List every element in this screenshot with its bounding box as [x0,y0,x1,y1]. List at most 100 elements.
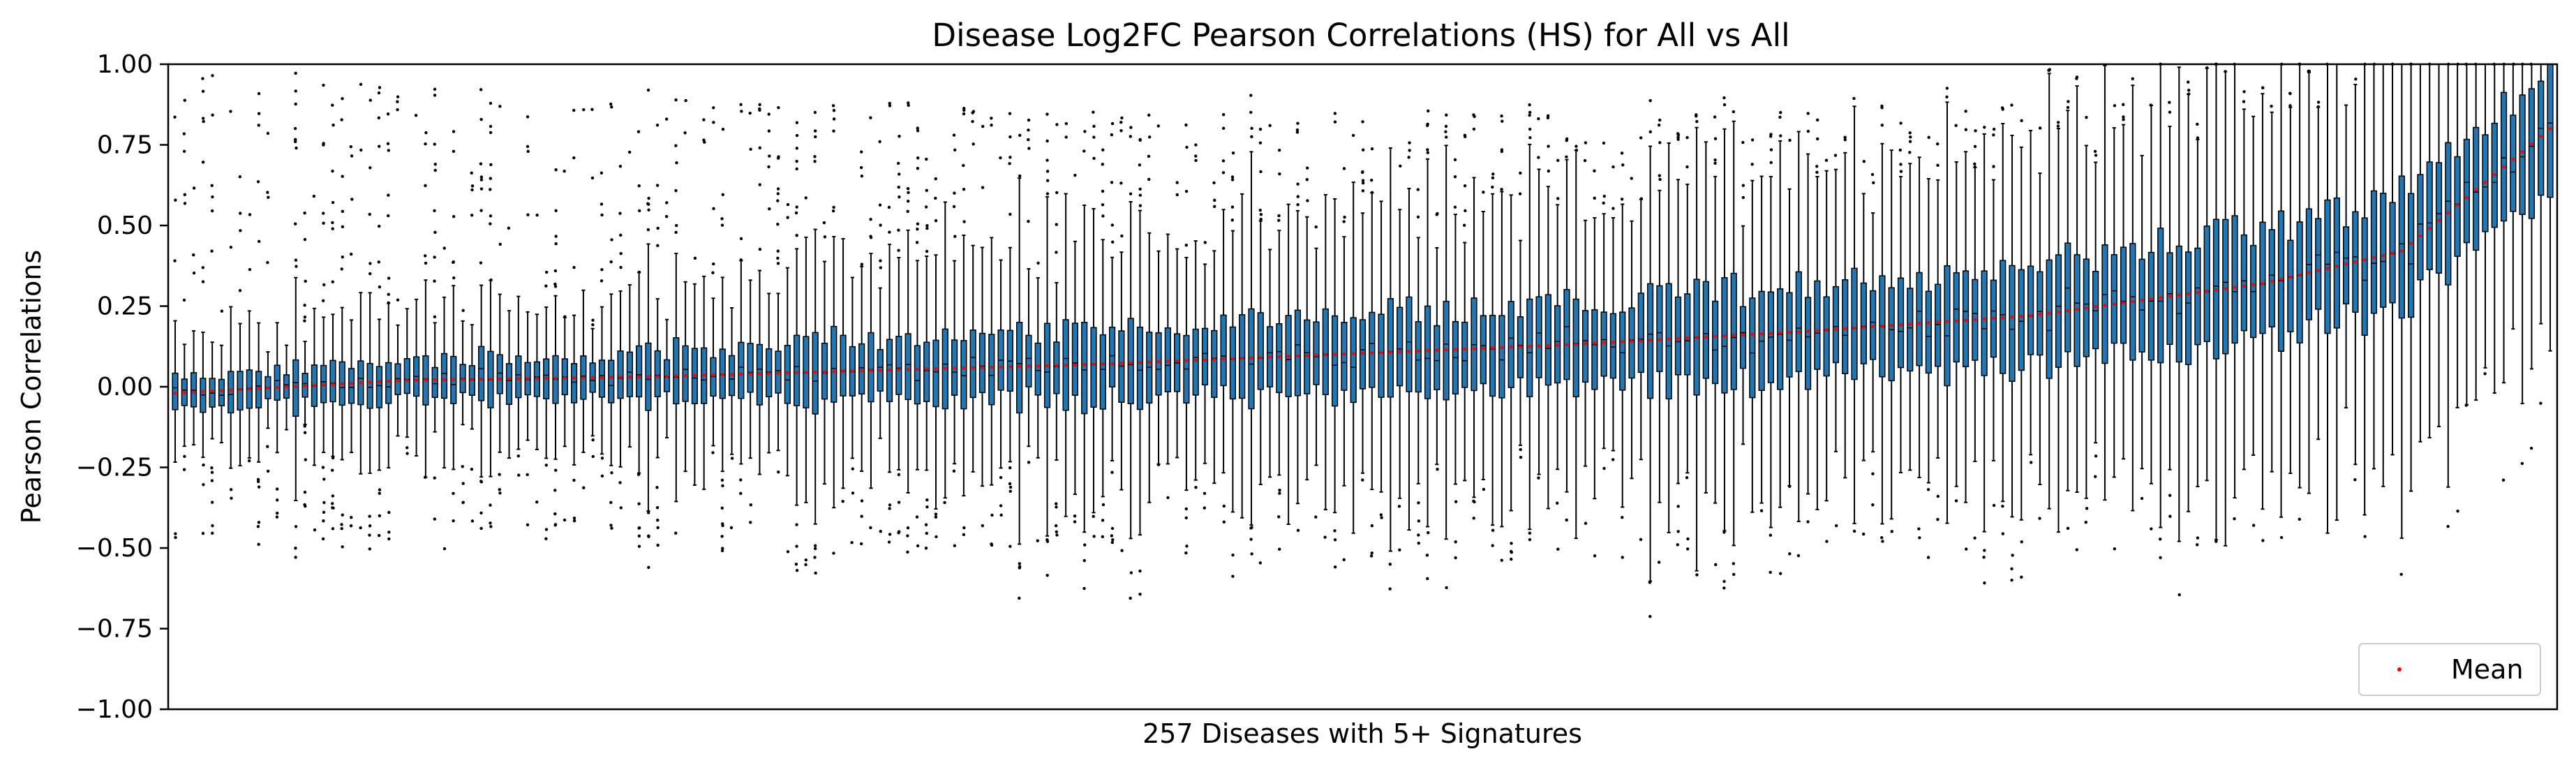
outlier-point [1417,519,1421,523]
mean-point [1917,322,1921,325]
outlier-point [711,451,715,454]
box-55 [673,98,680,535]
mean-point [1732,334,1736,338]
outlier-point [1259,170,1263,174]
box-206 [2074,75,2080,551]
box-iqr [1498,315,1505,399]
box-iqr [1461,321,1468,388]
outlier-point [2196,543,2199,547]
outlier-point [1806,520,1810,524]
box-19 [338,97,345,549]
mean-point [1982,317,1986,321]
outlier-point [247,459,251,463]
box-iqr [617,350,624,399]
outlier-point [1722,96,1726,100]
outlier-point [1510,551,1513,554]
outlier-point [1101,163,1104,166]
outlier-point [1621,163,1625,167]
outlier-point [266,131,270,135]
box-iqr [1860,282,1867,364]
outlier-point [1399,164,1402,168]
outlier-point [294,138,297,141]
outlier-point [331,221,334,225]
outlier-point [2011,554,2014,557]
outlier-point [2010,103,2013,107]
outlier-point [1138,193,1142,197]
y-tick-label: 0.00 [97,373,153,401]
outlier-point [2363,535,2367,538]
box-96 [1053,123,1060,537]
outlier-point [433,87,437,91]
mean-point [2335,265,2339,268]
outlier-point [498,488,501,491]
mean-point [1277,355,1281,359]
outlier-point [2187,89,2191,92]
box-iqr [2064,242,2071,353]
mean-markers [173,127,2552,395]
mean-point [850,369,854,373]
box-84 [941,201,948,505]
mean-point [1537,344,1541,348]
box-iqr [1489,315,1496,397]
outlier-point [924,547,928,550]
mean-point [173,391,177,395]
outlier-point [479,511,483,515]
box-105 [1136,138,1144,596]
outlier-point [1796,554,1801,558]
box-230 [2296,62,2303,521]
outlier-point [1872,181,1875,184]
outlier-point [2047,68,2051,72]
mean-point [2168,295,2172,299]
outlier-point [1082,586,1086,591]
outlier-point [544,528,549,531]
outlier-point [2177,593,2181,597]
outlier-point [174,535,177,540]
outlier-point [814,571,817,575]
box-iqr [794,334,801,406]
outlier-point [424,131,428,135]
outlier-point [238,289,242,293]
outlier-point [2307,70,2311,74]
box-iqr [1712,300,1719,385]
outlier-point [647,534,650,538]
box-44 [570,108,578,523]
outlier-point [655,486,659,489]
outlier-point [758,107,761,111]
box-204 [2055,121,2062,533]
outlier-point [590,176,595,180]
outlier-point [479,187,484,191]
outlier-point [1277,214,1281,218]
outlier-point [897,249,900,252]
outlier-point [675,161,678,165]
outlier-point [2020,540,2023,544]
outlier-point [2187,92,2191,96]
outlier-point [173,115,177,119]
box-121 [1285,203,1292,526]
mean-point [1695,336,1699,339]
outlier-point [1806,112,1810,115]
mean-point [1528,344,1532,348]
mean-point [906,368,910,371]
outlier-point [1964,110,1967,113]
outlier-point [368,272,372,276]
outlier-point [2159,556,2162,559]
box-241 [2398,64,2405,576]
outlier-point [1221,113,1226,117]
outlier-point [1110,121,1115,126]
outlier-point [2399,572,2403,576]
outlier-point [553,282,557,286]
outlier-point [916,227,919,231]
box-iqr [2370,190,2378,314]
mean-point [312,383,316,387]
outlier-point [479,178,484,182]
mean-point [2075,307,2079,311]
outlier-point [2279,535,2284,540]
outlier-point [1788,484,1792,488]
box-33 [468,171,475,523]
outlier-point [1018,174,1022,178]
outlier-point [2085,507,2089,510]
mean-point [2112,302,2116,306]
outlier-point [1194,154,1198,158]
mean-point [2390,251,2395,256]
box-iqr [840,334,847,397]
